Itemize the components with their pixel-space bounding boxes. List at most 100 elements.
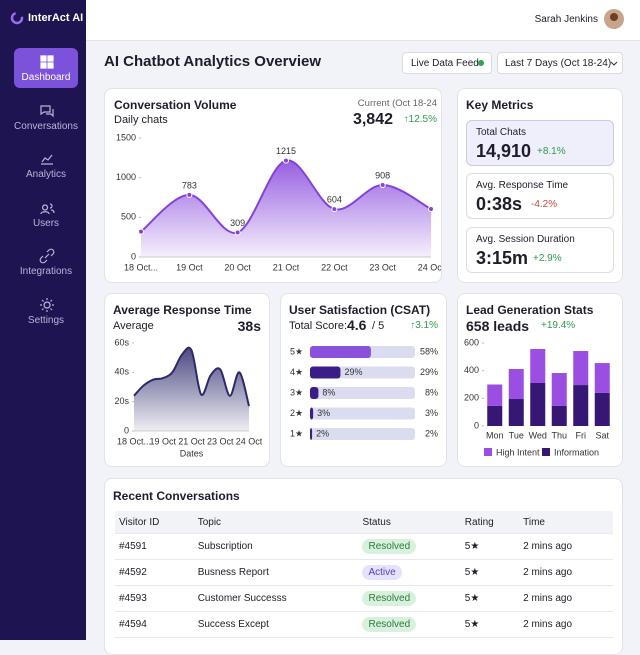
table: Visitor ID Topic Status Rating Time #4591 Subs… bbox=[115, 511, 613, 638]
cell: 5★ bbox=[460, 559, 520, 586]
legend-swatch bbox=[484, 448, 492, 456]
y-tick-label: 1500 bbox=[116, 132, 136, 142]
header-row: Visitor ID Topic Status Rating Time bbox=[115, 511, 613, 534]
nav-item[interactable]: Analytics bbox=[14, 145, 78, 185]
cell-text: Subscription bbox=[197, 541, 253, 552]
status-pill: Resolved bbox=[362, 539, 417, 554]
nav-item[interactable]: Users bbox=[14, 194, 78, 234]
value-label: 58% bbox=[420, 346, 438, 356]
x-tick-label: 24 Oct bbox=[236, 436, 263, 446]
y-tick-label: 0 bbox=[131, 251, 136, 261]
sidebar: InterAct AI Dashboard Conversations Analyt… bbox=[0, 0, 86, 640]
range-button[interactable]: Last 7 Days (Oct 18-24) bbox=[497, 52, 623, 74]
cell: Resolved bbox=[358, 533, 461, 560]
nav-item[interactable]: Dashboard bbox=[14, 48, 78, 88]
cell: Busness Report bbox=[193, 559, 359, 586]
nav-icon bbox=[40, 202, 55, 214]
bar-segment bbox=[573, 385, 589, 426]
y-tick-label: 40s bbox=[114, 367, 129, 377]
table-row[interactable]: #4592 Busness Report Active 5★ 2 mins ago bbox=[115, 559, 613, 586]
card-title: Lead Generation Stats bbox=[466, 303, 594, 317]
value-label: 2% bbox=[425, 428, 438, 438]
legend-label: Information bbox=[554, 447, 599, 457]
key-metrics-card: Key Metrics Total Chats 14,910 +8.1% Avg. … bbox=[457, 88, 623, 283]
point bbox=[234, 229, 241, 236]
nav-icon bbox=[39, 248, 55, 264]
point bbox=[138, 228, 144, 235]
y-tick-label: 60s bbox=[114, 337, 129, 347]
nav-icon bbox=[41, 154, 53, 165]
metric-change: -4.2% bbox=[531, 199, 558, 210]
volume-card: Conversation Volume Daily chats Current … bbox=[104, 88, 442, 283]
y-tick-label: 0 bbox=[124, 425, 129, 435]
y-tick-label: 500 bbox=[121, 212, 136, 222]
metric-label: Avg. Response Time bbox=[476, 180, 569, 191]
table-row[interactable]: #4591 Subscription Resolved 5★ 2 mins ago bbox=[115, 533, 613, 560]
total: 3,842 bbox=[352, 111, 393, 128]
x-tick-label: 18 Oct... bbox=[124, 262, 158, 272]
user-name[interactable]: Sarah Jenkins bbox=[534, 14, 598, 25]
area bbox=[134, 347, 249, 431]
bar-label: 29% bbox=[344, 367, 362, 377]
cell-text: 5★ bbox=[464, 541, 480, 552]
cell-text: #4591 bbox=[119, 541, 147, 552]
bar-segment bbox=[508, 369, 524, 400]
cell-text: 2 mins ago bbox=[523, 567, 573, 578]
card-title: Conversation Volume bbox=[114, 98, 237, 112]
chart: 0 200 400 600 Mon Tue Wed Thu Fri Sat High Intent I… bbox=[464, 337, 610, 457]
icon-path bbox=[39, 248, 55, 264]
metric-value: 14,910 bbox=[476, 141, 532, 161]
metric-value: 3:15m bbox=[476, 248, 529, 268]
cell: 2 mins ago bbox=[519, 611, 613, 638]
cell-text: Busness Report bbox=[197, 567, 269, 578]
point bbox=[331, 206, 338, 213]
nav-item[interactable]: Conversations bbox=[14, 97, 78, 137]
cell-text: Customer Successs bbox=[197, 593, 287, 604]
bar-segment bbox=[551, 405, 567, 426]
table-row[interactable]: #4593 Customer Successs Resolved 5★ 2 mins a… bbox=[115, 585, 613, 612]
bar bbox=[310, 387, 319, 399]
x-tick-label: 19 Oct bbox=[149, 436, 176, 446]
metric-label: Total Chats bbox=[476, 127, 527, 138]
value-label: 783 bbox=[182, 180, 197, 190]
bar-segment bbox=[551, 373, 567, 406]
point bbox=[379, 181, 386, 188]
bar-label: 3% bbox=[317, 408, 330, 418]
column-header: Topic bbox=[193, 511, 359, 534]
cell-text: Success Except bbox=[197, 619, 269, 630]
nav-label: Users bbox=[32, 217, 60, 229]
metric: Avg. Session Duration 3:15m +2.9% bbox=[466, 227, 614, 273]
icon-path bbox=[40, 104, 54, 117]
cell-text: 5★ bbox=[464, 593, 480, 604]
nav-item[interactable]: Settings bbox=[14, 291, 78, 331]
cell-text: #4594 bbox=[119, 619, 147, 630]
nav-icon bbox=[40, 297, 54, 312]
x-tick-label: 18 Oct... bbox=[117, 436, 151, 446]
point bbox=[283, 157, 289, 164]
response-card: Average Response Time Average 38s 0 20s 40… bbox=[104, 293, 270, 467]
nav-label: Dashboard bbox=[21, 72, 71, 83]
x-tick-label: 23 Oct bbox=[369, 262, 396, 272]
point bbox=[186, 191, 193, 198]
avatar[interactable] bbox=[604, 9, 624, 29]
bar-track bbox=[310, 407, 415, 420]
x-tick-label: 23 Oct bbox=[207, 436, 234, 446]
bar bbox=[310, 428, 313, 440]
cell-text: 2 mins ago bbox=[523, 619, 573, 630]
table-row[interactable]: #4594 Success Except Resolved 5★ 2 mins ago bbox=[115, 611, 613, 638]
cell: #4591 bbox=[115, 533, 194, 560]
y-tick-label: 1000 bbox=[116, 172, 136, 182]
icon-path bbox=[41, 154, 53, 165]
cell-text: #4592 bbox=[119, 567, 147, 578]
cell: 5★ bbox=[460, 585, 520, 612]
nav-item[interactable]: Integrations bbox=[14, 242, 78, 282]
value-label: 29% bbox=[420, 367, 438, 377]
live-button[interactable]: Live Data Feed bbox=[402, 52, 492, 74]
category-label: 2★ bbox=[290, 408, 303, 418]
cell-text: 2 mins ago bbox=[523, 593, 573, 604]
status-pill: Resolved bbox=[362, 617, 417, 632]
value-label: 908 bbox=[375, 170, 390, 180]
x-tick-label: 24 Oct bbox=[418, 262, 441, 272]
nav-label: Analytics bbox=[25, 169, 66, 180]
